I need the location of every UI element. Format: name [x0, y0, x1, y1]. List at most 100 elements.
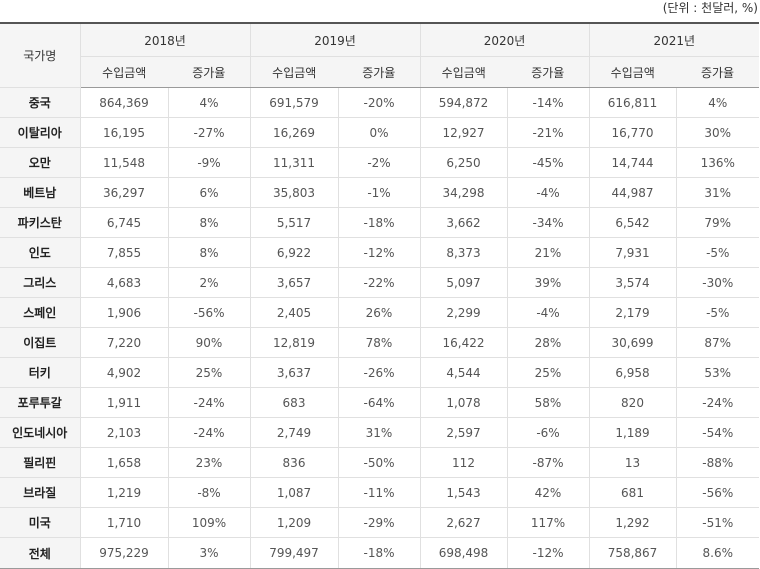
- growth-rate-cell: -54%: [675, 417, 759, 448]
- import-amount-cell: 13: [588, 447, 676, 478]
- growth-rate-cell: -30%: [675, 267, 759, 298]
- table-row: 인도네시아 2,103 -24% 2,749 31% 2,597 -6% 1,189 -54%: [0, 417, 759, 448]
- growth-rate-cell: 31%: [675, 177, 759, 208]
- growth-rate-cell: -6%: [506, 417, 589, 448]
- import-amount-cell: 16,422: [419, 327, 507, 358]
- import-amount-cell: 1,189: [588, 417, 676, 448]
- import-amount-cell: 1,906: [79, 297, 168, 328]
- import-amount-cell: 2,103: [79, 417, 168, 448]
- growth-rate-cell: 2%: [167, 267, 250, 298]
- import-amount-cell: 758,867: [588, 537, 676, 569]
- growth-rate-cell: 4%: [167, 87, 250, 118]
- growth-rate-cell: -34%: [506, 207, 589, 238]
- import-amount-cell: 2,179: [588, 297, 676, 328]
- import-amount-cell: 6,958: [588, 357, 676, 388]
- growth-rate-cell: 4%: [675, 87, 759, 118]
- import-amount-cell: 34,298: [419, 177, 507, 208]
- import-amount-cell: 35,803: [249, 177, 338, 208]
- growth-rate-cell: -5%: [675, 237, 759, 268]
- growth-rate-cell: -56%: [167, 297, 250, 328]
- growth-rate-cell: 21%: [506, 237, 589, 268]
- country-name: 인도네시아: [0, 417, 81, 448]
- import-amount-cell: 1,209: [249, 507, 338, 538]
- growth-rate-cell: 90%: [167, 327, 250, 358]
- import-amount-cell: 4,683: [79, 267, 168, 298]
- header-sub-row: 수입금액 증가율 수입금액 증가율 수입금액 증가율 수입금액 증가율: [0, 56, 759, 88]
- import-amount-cell: 1,543: [419, 477, 507, 508]
- country-name: 터키: [0, 357, 81, 388]
- growth-rate-cell: 117%: [506, 507, 589, 538]
- country-name: 이탈리아: [0, 117, 81, 148]
- import-amount-cell: 16,770: [588, 117, 676, 148]
- import-amount-cell: 112: [419, 447, 507, 478]
- import-amount-cell: 7,855: [79, 237, 168, 268]
- growth-rate-cell: 25%: [506, 357, 589, 388]
- import-amount-cell: 1,078: [419, 387, 507, 418]
- country-name: 인도: [0, 237, 81, 268]
- country-column-header: 국가명: [0, 22, 81, 88]
- growth-rate-cell: -20%: [337, 87, 420, 118]
- import-amount-cell: 2,405: [249, 297, 338, 328]
- table-body: 중국 864,369 4% 691,579 -20% 594,872 -14% 616,811…: [0, 87, 759, 569]
- import-amount-cell: 16,269: [249, 117, 338, 148]
- import-amount-cell: 14,744: [588, 147, 676, 178]
- table-row: 파키스탄 6,745 8% 5,517 -18% 3,662 -34% 6,542 79%: [0, 207, 759, 238]
- growth-rate-cell: 8.6%: [675, 537, 759, 569]
- import-amount-cell: 6,250: [419, 147, 507, 178]
- growth-rate-cell: 0%: [337, 117, 420, 148]
- growth-rate-cell: -26%: [337, 357, 420, 388]
- growth-rate-cell: -8%: [167, 477, 250, 508]
- import-amount-cell: 5,517: [249, 207, 338, 238]
- import-amount-cell: 5,097: [419, 267, 507, 298]
- growth-rate-cell: -4%: [506, 297, 589, 328]
- import-amount-cell: 7,931: [588, 237, 676, 268]
- growth-rate-cell: -2%: [337, 147, 420, 178]
- growth-rate-cell: -11%: [337, 477, 420, 508]
- import-amount-cell: 2,749: [249, 417, 338, 448]
- country-name: 미국: [0, 507, 81, 538]
- growth-rate-cell: -18%: [337, 537, 420, 569]
- import-amount-cell: 8,373: [419, 237, 507, 268]
- table-row: 그리스 4,683 2% 3,657 -22% 5,097 39% 3,574 -30%: [0, 267, 759, 298]
- import-amount-cell: 6,745: [79, 207, 168, 238]
- growth-rate-cell: -24%: [167, 417, 250, 448]
- growth-rate-cell: -18%: [337, 207, 420, 238]
- import-amount-cell: 691,579: [249, 87, 338, 118]
- amount-header: 수입금액: [79, 56, 168, 88]
- country-name: 스페인: [0, 297, 81, 328]
- import-amount-cell: 30,699: [588, 327, 676, 358]
- import-amount-cell: 4,544: [419, 357, 507, 388]
- growth-rate-cell: -5%: [675, 297, 759, 328]
- import-amount-cell: 1,219: [79, 477, 168, 508]
- import-amount-cell: 3,637: [249, 357, 338, 388]
- growth-rate-cell: -45%: [506, 147, 589, 178]
- growth-rate-cell: -51%: [675, 507, 759, 538]
- import-amount-cell: 3,662: [419, 207, 507, 238]
- import-amount-cell: 616,811: [588, 87, 676, 118]
- import-amount-cell: 1,292: [588, 507, 676, 538]
- unit-label: (단위 : 천달러, %): [662, 1, 758, 15]
- import-amount-cell: 1,911: [79, 387, 168, 418]
- rate-header: 증가율: [168, 56, 250, 88]
- growth-rate-cell: -88%: [675, 447, 759, 478]
- total-row: 전체 975,229 3% 799,497 -18% 698,498 -12% 758,867…: [0, 537, 759, 569]
- growth-rate-cell: 31%: [337, 417, 420, 448]
- growth-rate-cell: -1%: [337, 177, 420, 208]
- growth-rate-cell: -87%: [506, 447, 589, 478]
- growth-rate-cell: -50%: [337, 447, 420, 478]
- country-name: 포루투갈: [0, 387, 81, 418]
- amount-header: 수입금액: [419, 56, 507, 88]
- import-amount-cell: 7,220: [79, 327, 168, 358]
- growth-rate-cell: 109%: [167, 507, 250, 538]
- growth-rate-cell: -12%: [506, 537, 589, 569]
- growth-rate-cell: 6%: [167, 177, 250, 208]
- growth-rate-cell: 53%: [675, 357, 759, 388]
- growth-rate-cell: -12%: [337, 237, 420, 268]
- growth-rate-cell: -22%: [337, 267, 420, 298]
- growth-rate-cell: 26%: [337, 297, 420, 328]
- import-amount-cell: 2,299: [419, 297, 507, 328]
- table-row: 포루투갈 1,911 -24% 683 -64% 1,078 58% 820 -24%: [0, 387, 759, 418]
- import-amount-cell: 594,872: [419, 87, 507, 118]
- year-header-2021: 2021년: [588, 22, 759, 57]
- import-amount-cell: 3,657: [249, 267, 338, 298]
